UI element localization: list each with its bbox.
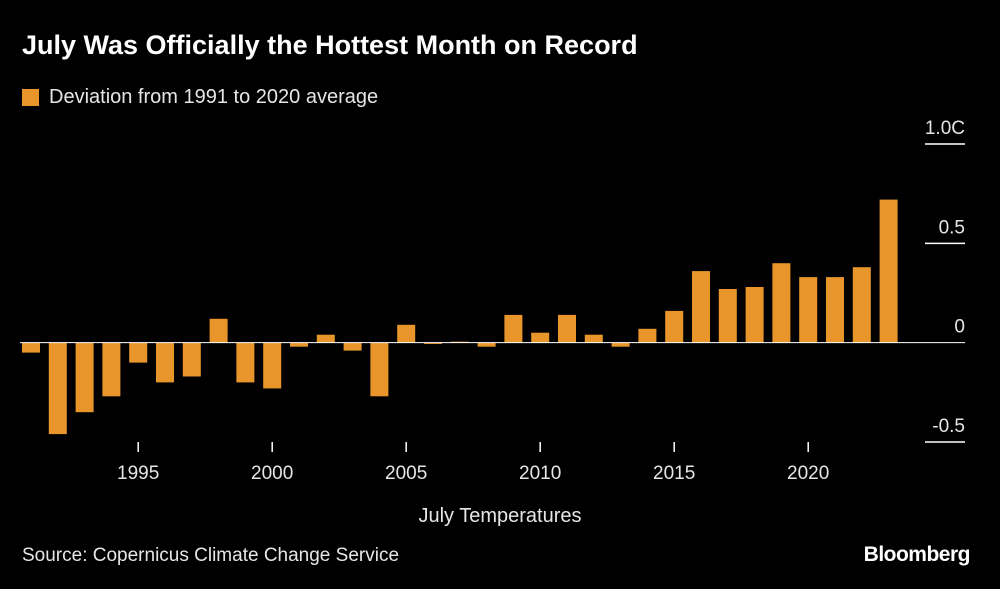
source-note: Source: Copernicus Climate Change Servic…	[22, 545, 400, 566]
bar-2020	[799, 277, 818, 343]
chart-title: July Was Officially the Hottest Month on…	[22, 30, 638, 60]
bar-1996	[156, 342, 174, 383]
bar-1997	[182, 342, 201, 377]
bar-2019	[772, 263, 791, 343]
bar-2016	[692, 271, 710, 343]
bar-1994	[102, 342, 121, 397]
bar-2004	[370, 342, 389, 397]
bar-1999	[236, 342, 255, 383]
bar-2015	[665, 310, 684, 343]
x-tick-label: 2000	[251, 463, 293, 484]
bar-1995	[129, 342, 148, 363]
x-axis-label: July Temperatures	[418, 505, 582, 527]
y-tick-label: 1.0C	[925, 118, 965, 139]
bar-2013	[611, 342, 630, 347]
bar-2009	[504, 314, 523, 343]
x-tick-label: 2010	[519, 463, 561, 484]
bar-2001	[290, 342, 308, 347]
bar-2002	[316, 334, 335, 343]
bar-2012	[584, 334, 603, 343]
y-tick-label: 0.5	[939, 217, 965, 238]
bar-2021	[826, 277, 844, 343]
legend-label: Deviation from 1991 to 2020 average	[49, 86, 379, 108]
bar-2005	[397, 324, 416, 343]
bar-2014	[638, 328, 657, 343]
bar-2003	[343, 342, 362, 351]
bar-2006	[424, 342, 442, 344]
bar-2010	[531, 332, 550, 343]
legend: Deviation from 1991 to 2020 average	[22, 86, 378, 109]
y-tick-label: -0.5	[932, 416, 965, 437]
y-tick-label: 0	[954, 317, 965, 338]
bar-2000	[263, 342, 282, 389]
bar-2017	[718, 289, 737, 343]
bar-2011	[558, 314, 576, 343]
bar-1993	[75, 342, 94, 413]
x-tick-label: 1995	[117, 463, 159, 484]
x-tick-label: 2005	[385, 463, 427, 484]
legend-swatch	[22, 89, 39, 106]
bar-2023	[879, 199, 898, 343]
bar-1998	[209, 318, 228, 343]
bar-2022	[852, 267, 871, 343]
bar-2008	[477, 342, 496, 347]
x-tick-label: 2020	[787, 463, 829, 484]
x-tick-label: 2015	[653, 463, 695, 484]
bar-1991	[22, 342, 40, 353]
bar-1992	[48, 342, 67, 435]
bar-2018	[745, 287, 764, 343]
bloomberg-logo: Bloomberg	[863, 543, 971, 566]
